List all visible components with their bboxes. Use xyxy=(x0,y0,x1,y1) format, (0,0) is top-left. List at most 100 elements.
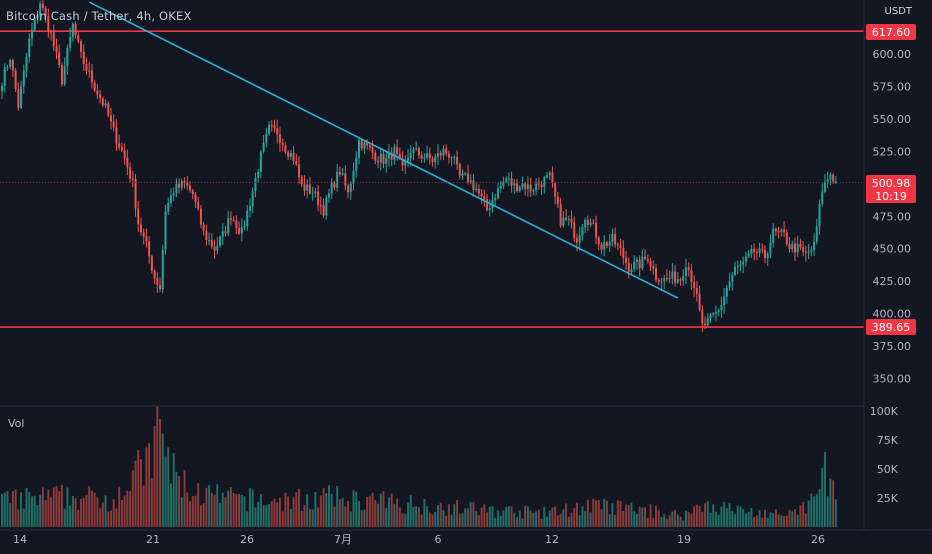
candle-body xyxy=(99,94,102,99)
candle-body xyxy=(314,191,317,194)
candle-body xyxy=(36,14,39,18)
candle-body xyxy=(625,257,628,263)
volume-bar xyxy=(28,492,31,527)
candle-body xyxy=(276,127,279,135)
volume-bar xyxy=(197,483,200,527)
candle-body xyxy=(71,23,74,37)
candle-body xyxy=(589,222,592,226)
trendline[interactable] xyxy=(88,1,679,299)
volume-bar xyxy=(635,513,638,527)
volume-bar xyxy=(529,510,532,527)
candle-body xyxy=(665,278,668,280)
candle-body xyxy=(646,258,649,261)
candle-body xyxy=(807,251,810,253)
trendline-layer xyxy=(88,1,679,299)
time-tick-label: 19 xyxy=(677,533,691,546)
volume-bar xyxy=(475,511,478,527)
candle-body xyxy=(3,67,6,86)
candle-body xyxy=(205,230,208,240)
volume-bar xyxy=(826,496,829,527)
volume-bar xyxy=(832,480,835,527)
candle-body xyxy=(60,65,63,85)
volume-bar xyxy=(540,519,543,527)
volume-bar xyxy=(164,456,167,527)
candle-body xyxy=(96,90,99,95)
volume-bar xyxy=(93,492,96,527)
volume-bar xyxy=(270,501,273,527)
volume-bar xyxy=(325,493,328,527)
candle-body xyxy=(235,220,238,229)
price-tick-label: 350.00 xyxy=(873,373,912,386)
time-axis-ticks: 14 21 26 7月 6 12 19 26 xyxy=(13,533,825,546)
candle-body xyxy=(17,89,20,108)
candle-body xyxy=(633,261,636,270)
candle-body xyxy=(118,143,121,148)
candle-body xyxy=(197,201,200,209)
volume-bar xyxy=(17,509,20,527)
candle-body xyxy=(635,259,638,262)
candle-body xyxy=(575,238,578,243)
candle-body xyxy=(82,51,85,65)
volume-bar xyxy=(148,443,151,527)
volume-bar xyxy=(742,508,745,527)
candle-body xyxy=(480,193,483,197)
volume-bar xyxy=(597,499,600,527)
candle-body xyxy=(412,148,415,153)
volume-bar xyxy=(655,505,657,527)
volume-bar xyxy=(535,511,538,527)
volume-bar xyxy=(243,496,246,527)
time-tick-label: 14 xyxy=(13,533,27,546)
candle-body xyxy=(347,185,350,193)
volume-bar xyxy=(134,460,137,527)
candle-body xyxy=(442,148,445,156)
volume-bar xyxy=(445,515,448,527)
candle-body xyxy=(317,191,320,206)
candle-body xyxy=(246,210,249,227)
volume-bar xyxy=(393,503,396,527)
volume-bar xyxy=(731,510,734,527)
volume-bar xyxy=(518,510,521,527)
volume-bar xyxy=(690,513,693,527)
candle-body xyxy=(6,66,9,68)
candle-body xyxy=(818,203,821,227)
volume-bar xyxy=(796,514,799,527)
candle-body xyxy=(578,235,581,243)
volume-bar xyxy=(761,517,764,527)
candle-body xyxy=(434,156,437,163)
volume-bar xyxy=(753,517,756,527)
price-tick-label: 375.00 xyxy=(873,340,912,353)
volume-bar xyxy=(663,514,666,527)
volume-bar xyxy=(537,509,540,527)
volume-bar xyxy=(145,447,148,527)
candle-body xyxy=(570,218,573,223)
volume-bar xyxy=(180,497,183,527)
volume-bar xyxy=(802,501,805,527)
volume-bar xyxy=(189,501,192,527)
candle-body xyxy=(398,153,401,159)
candle-body xyxy=(382,153,385,164)
volume-bar xyxy=(60,484,63,527)
volume-bar xyxy=(600,509,603,527)
volume-bar xyxy=(589,512,592,527)
volume-bar xyxy=(44,500,47,527)
candle-body xyxy=(758,248,761,253)
time-tick-label: 21 xyxy=(146,533,160,546)
volume-bar xyxy=(627,505,630,527)
candle-body xyxy=(537,183,540,185)
candle-body xyxy=(58,52,61,66)
candle-body xyxy=(456,156,459,165)
candle-body xyxy=(44,7,47,16)
symbol-header[interactable]: Bitcoin Cash / Tether, 4h, OKEX xyxy=(6,9,192,23)
volume-bar xyxy=(246,511,249,527)
candle-body xyxy=(453,156,456,158)
volume-bar xyxy=(526,506,529,527)
volume-bar xyxy=(567,516,570,527)
volume-bar xyxy=(575,502,578,527)
candle-body xyxy=(396,146,399,154)
volume-bar xyxy=(47,489,50,527)
candle-body xyxy=(793,243,796,253)
volume-bar xyxy=(437,505,439,527)
candle-body xyxy=(750,248,753,254)
